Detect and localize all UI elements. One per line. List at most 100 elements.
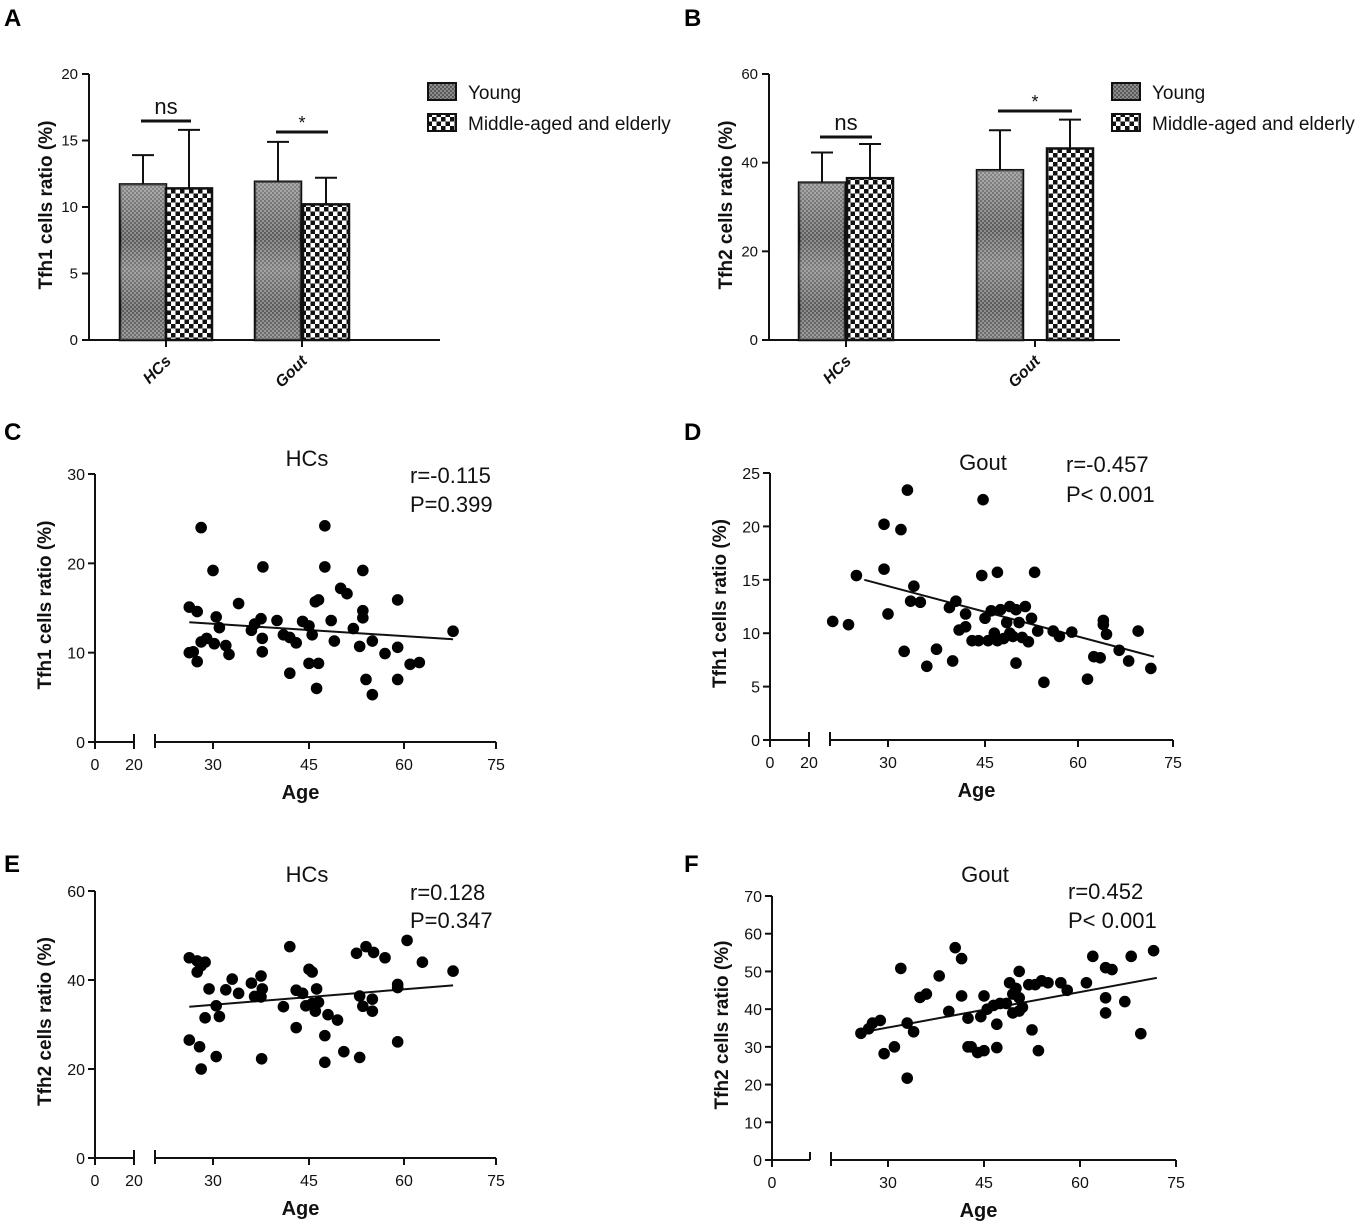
data-point: [366, 993, 379, 1005]
data-point: [306, 966, 318, 978]
data-point: [391, 641, 404, 654]
data-point: [977, 493, 989, 506]
data-point: [391, 1036, 404, 1048]
x-category-label: HCs: [820, 353, 855, 388]
x-tick-label: 0: [91, 1173, 100, 1190]
data-point: [309, 1005, 322, 1017]
regression-line: [189, 984, 454, 1008]
data-point: [1022, 635, 1035, 648]
data-point: [842, 618, 855, 631]
data-point: [1099, 992, 1112, 1004]
data-point: [379, 647, 391, 660]
data-point: [416, 956, 429, 968]
data-point: [901, 1017, 913, 1029]
data-point: [933, 970, 945, 982]
data-point: [187, 645, 200, 658]
data-point: [959, 620, 972, 633]
stat-label: P< 0.001: [1066, 482, 1155, 507]
data-point: [901, 1072, 913, 1084]
data-point: [391, 594, 404, 606]
data-point: [413, 656, 426, 669]
x-tick-label: 60: [1071, 1175, 1089, 1192]
x-tick-label: 45: [976, 755, 994, 772]
y-tick-label: 30: [67, 467, 85, 484]
stat-label: r=0.128: [410, 880, 485, 905]
y-tick-label: 20: [742, 519, 760, 536]
data-point: [907, 1025, 920, 1038]
data-point: [271, 614, 283, 627]
y-tick-label: 15: [61, 133, 78, 150]
data-point: [978, 990, 990, 1002]
data-point: [319, 1056, 331, 1069]
chart-title: Gout: [959, 450, 1007, 475]
data-point: [183, 1034, 196, 1046]
data-point: [1081, 673, 1094, 685]
bar: [164, 187, 214, 342]
data-point: [1013, 992, 1025, 1004]
data-point: [319, 561, 331, 573]
y-tick-label: 0: [751, 733, 760, 750]
data-point: [1094, 651, 1106, 664]
scatter-chart-tfh1-gout: 0 5 10 15 20 25 0 20 30 45 60 75 Age Tfh1 cells ratio…: [710, 450, 1182, 802]
data-point: [1122, 655, 1135, 667]
data-point: [360, 673, 372, 686]
y-tick-label: 10: [61, 199, 78, 216]
data-point: [1132, 625, 1144, 637]
data-point: [874, 1014, 887, 1027]
data-point: [213, 621, 226, 634]
y-tick-label: 60: [744, 927, 762, 944]
x-tick-label: 20: [800, 755, 818, 772]
y-tick-label: 20: [67, 556, 85, 573]
y-tick-label: 0: [753, 1153, 762, 1170]
data-point: [1106, 963, 1118, 976]
y-tick-label: 5: [70, 266, 78, 283]
significance-label: ns: [154, 94, 177, 119]
data-point: [949, 941, 961, 954]
data-point: [312, 996, 325, 1009]
data-point: [1119, 995, 1131, 1008]
scatter-chart-tfh2-gout: 0 10 20 30 40 50 60 70 0 30 45 60 75 Age Tfh2 cells ra…: [712, 862, 1185, 1222]
y-tick-label: 60: [67, 884, 85, 901]
y-tick-label: 70: [744, 889, 762, 906]
data-point: [353, 990, 366, 1002]
x-category-label: Gout: [1005, 352, 1044, 391]
bar-shading: [977, 170, 1023, 340]
scatter-chart-tfh1-hcs: 0 10 20 30 0 20 30 45 60 75 Age Tfh1 cells ratio (%…: [35, 446, 505, 804]
x-tick-label: 45: [300, 757, 318, 774]
y-tick-label: 0: [76, 1151, 85, 1168]
data-point: [208, 637, 221, 650]
data-point: [203, 983, 215, 995]
data-point: [1019, 600, 1032, 613]
data-point: [210, 1050, 222, 1063]
data-point: [1010, 982, 1022, 995]
y-axis-label: Tfh2 cells ratio (%): [712, 941, 733, 1110]
y-tick-label: 20: [744, 1078, 762, 1095]
data-point: [319, 1029, 331, 1042]
data-point: [341, 587, 353, 600]
y-tick-label: 0: [70, 332, 78, 349]
stat-label: r=-0.115: [410, 463, 491, 488]
x-tick-label: 60: [395, 1173, 413, 1190]
panel-label-a: A: [4, 5, 21, 32]
x-axis-label: Age: [960, 1200, 998, 1222]
data-point: [284, 667, 296, 680]
data-point: [199, 956, 211, 968]
y-tick-label: 40: [744, 1002, 762, 1019]
data-point: [220, 983, 232, 996]
data-point: [1000, 997, 1013, 1010]
significance-label: *: [298, 113, 305, 133]
data-point: [210, 611, 222, 623]
data-point: [366, 635, 379, 647]
x-category-label: Gout: [272, 352, 311, 391]
data-point: [895, 962, 907, 975]
y-tick-label: 30: [744, 1040, 762, 1057]
x-tick-label: 75: [487, 757, 505, 774]
y-tick-label: 40: [67, 973, 85, 990]
bar-chart-tfh2-age-groups: 0 20 40 60 Tfh2 cells ratio (%) HCs ns Gout * You…: [716, 66, 1355, 391]
y-axis-label: Tfh1 cells ratio (%): [36, 121, 57, 290]
significance-label: ns: [834, 110, 857, 135]
y-tick-label: 50: [744, 964, 762, 981]
data-point: [447, 625, 459, 638]
data-point: [962, 1012, 974, 1024]
